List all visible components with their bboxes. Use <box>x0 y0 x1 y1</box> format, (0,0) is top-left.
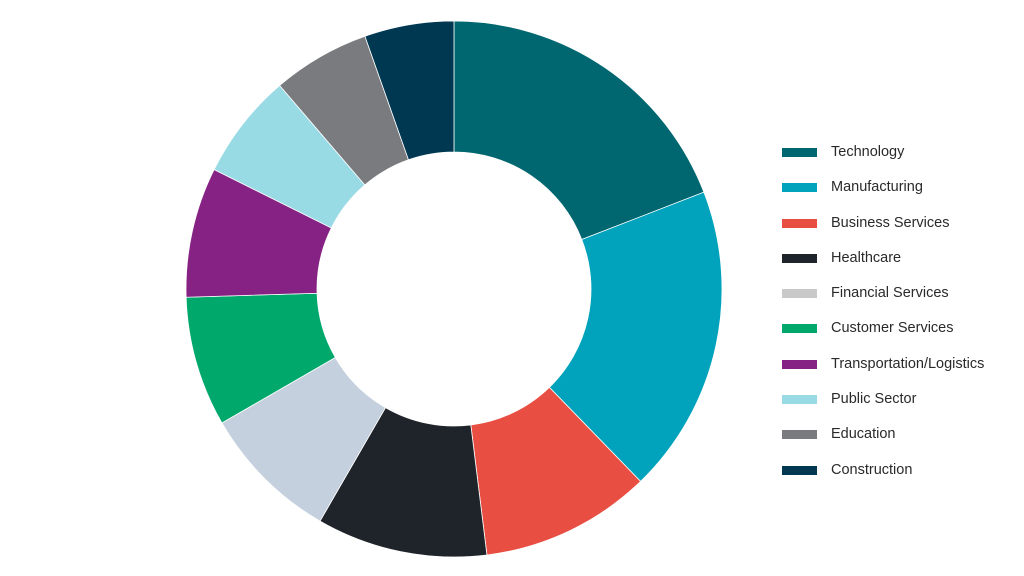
legend-label: Financial Services <box>831 285 949 302</box>
legend-label: Construction <box>831 461 913 478</box>
legend-swatch <box>782 253 817 263</box>
legend-label: Business Services <box>831 214 950 231</box>
slice-manufacturing <box>548 191 723 482</box>
legend-item-customer-services: Customer Services <box>782 317 984 352</box>
legend-item-business-services: Business Services <box>782 212 984 247</box>
legend: Technology Manufacturing Business Services… <box>782 141 984 494</box>
legend-item-transportation-logistics: Transportation/Logistics <box>782 353 984 388</box>
legend-label: Manufacturing <box>831 179 923 196</box>
legend-swatch <box>782 289 817 299</box>
legend-swatch <box>782 324 817 334</box>
slice-technology <box>453 20 705 241</box>
legend-swatch <box>782 430 817 440</box>
legend-swatch <box>782 465 817 475</box>
legend-item-healthcare: Healthcare <box>782 247 984 282</box>
legend-item-education: Education <box>782 423 984 458</box>
legend-item-manufacturing: Manufacturing <box>782 176 984 211</box>
legend-swatch <box>782 395 817 405</box>
legend-label: Public Sector <box>831 391 917 408</box>
legend-item-financial-services: Financial Services <box>782 282 984 317</box>
legend-swatch <box>782 218 817 228</box>
legend-swatch <box>782 183 817 193</box>
legend-item-construction: Construction <box>782 459 984 494</box>
legend-swatch <box>782 359 817 369</box>
legend-item-technology: Technology <box>782 141 984 176</box>
legend-item-public-sector: Public Sector <box>782 388 984 423</box>
legend-label: Education <box>831 426 896 443</box>
legend-label: Healthcare <box>831 249 902 266</box>
legend-label: Technology <box>831 144 905 160</box>
legend-swatch <box>782 148 817 157</box>
slice-construction <box>364 20 455 161</box>
legend-label: Customer Services <box>831 320 954 337</box>
legend-label: Transportation/Logistics <box>831 355 985 372</box>
